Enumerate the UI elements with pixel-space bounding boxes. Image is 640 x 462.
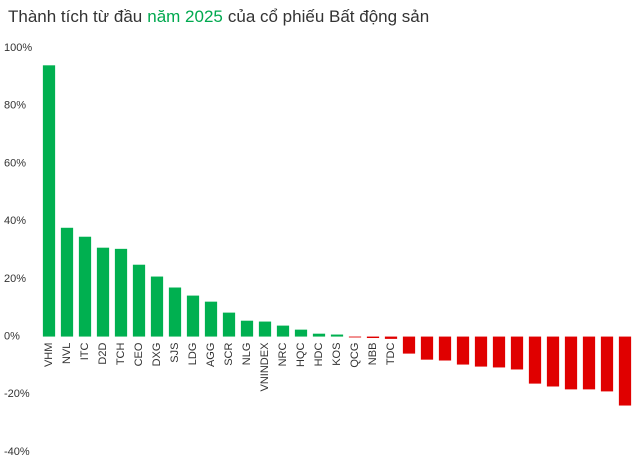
bar (312, 333, 326, 337)
bar (348, 336, 362, 338)
y-tick-label: 60% (4, 157, 26, 169)
bar (618, 336, 632, 406)
bar (438, 336, 452, 361)
bar (600, 336, 614, 392)
chart-title: Thành tích từ đầu năm 2025 của cổ phiếu Bấ… (8, 7, 429, 26)
bar (114, 248, 128, 337)
bar (150, 276, 164, 337)
y-tick-label: 80% (4, 100, 26, 112)
y-tick-label: -40% (4, 446, 30, 458)
bar (456, 336, 470, 365)
bar (420, 336, 434, 360)
x-tick-label: NLG (241, 343, 253, 366)
title-part: của cổ phiếu Bất động sản (228, 7, 429, 26)
bar (528, 336, 542, 384)
x-tick-label: TDC (385, 343, 397, 366)
bar (564, 336, 578, 390)
y-tick-label: 40% (4, 215, 26, 227)
bar (546, 336, 560, 387)
x-tick-label: NBB (367, 343, 379, 366)
y-tick-label: -20% (4, 388, 30, 400)
bar (510, 336, 524, 370)
x-tick-label: SJS (169, 343, 181, 363)
bar (132, 264, 146, 337)
title-part: Thành tích từ đầu (8, 7, 142, 26)
bar (384, 336, 398, 339)
bar (582, 336, 596, 390)
x-tick-label: VHM (43, 343, 55, 367)
bar (96, 247, 110, 337)
bar (204, 301, 218, 337)
x-tick-label: DXG (151, 343, 163, 367)
x-tick-label: HDC (313, 343, 325, 367)
bar (474, 336, 488, 367)
y-tick-label: 100% (4, 42, 32, 54)
x-tick-label: QCG (349, 343, 361, 368)
x-tick-label: D2D (97, 343, 109, 365)
bar (492, 336, 506, 368)
x-tick-label: SCR (223, 343, 235, 366)
bar (60, 227, 74, 337)
x-tick-label: LDG (187, 343, 199, 366)
y-tick-label: 0% (4, 330, 20, 342)
bar (402, 336, 416, 354)
bar (168, 287, 182, 337)
x-tick-label: HQC (295, 343, 307, 368)
bar (186, 295, 200, 337)
x-tick-label: NVL (61, 343, 73, 364)
bar (258, 321, 272, 337)
bar (276, 325, 290, 337)
bar (294, 329, 308, 337)
x-tick-label: AGG (205, 343, 217, 367)
bar (78, 236, 92, 337)
y-tick-label: 20% (4, 273, 26, 285)
x-tick-label: KOS (331, 343, 343, 366)
bar (42, 65, 56, 337)
bar (222, 312, 236, 337)
bar (330, 334, 344, 337)
bar (366, 336, 380, 339)
title-part: năm 2025 (147, 7, 223, 26)
bar (240, 320, 254, 337)
x-tick-label: ITC (79, 343, 91, 361)
x-tick-label: NRC (277, 343, 289, 367)
x-tick-label: VNINDEX (259, 342, 271, 392)
x-tick-label: TCH (115, 343, 127, 366)
x-tick-label: CEO (133, 342, 145, 366)
